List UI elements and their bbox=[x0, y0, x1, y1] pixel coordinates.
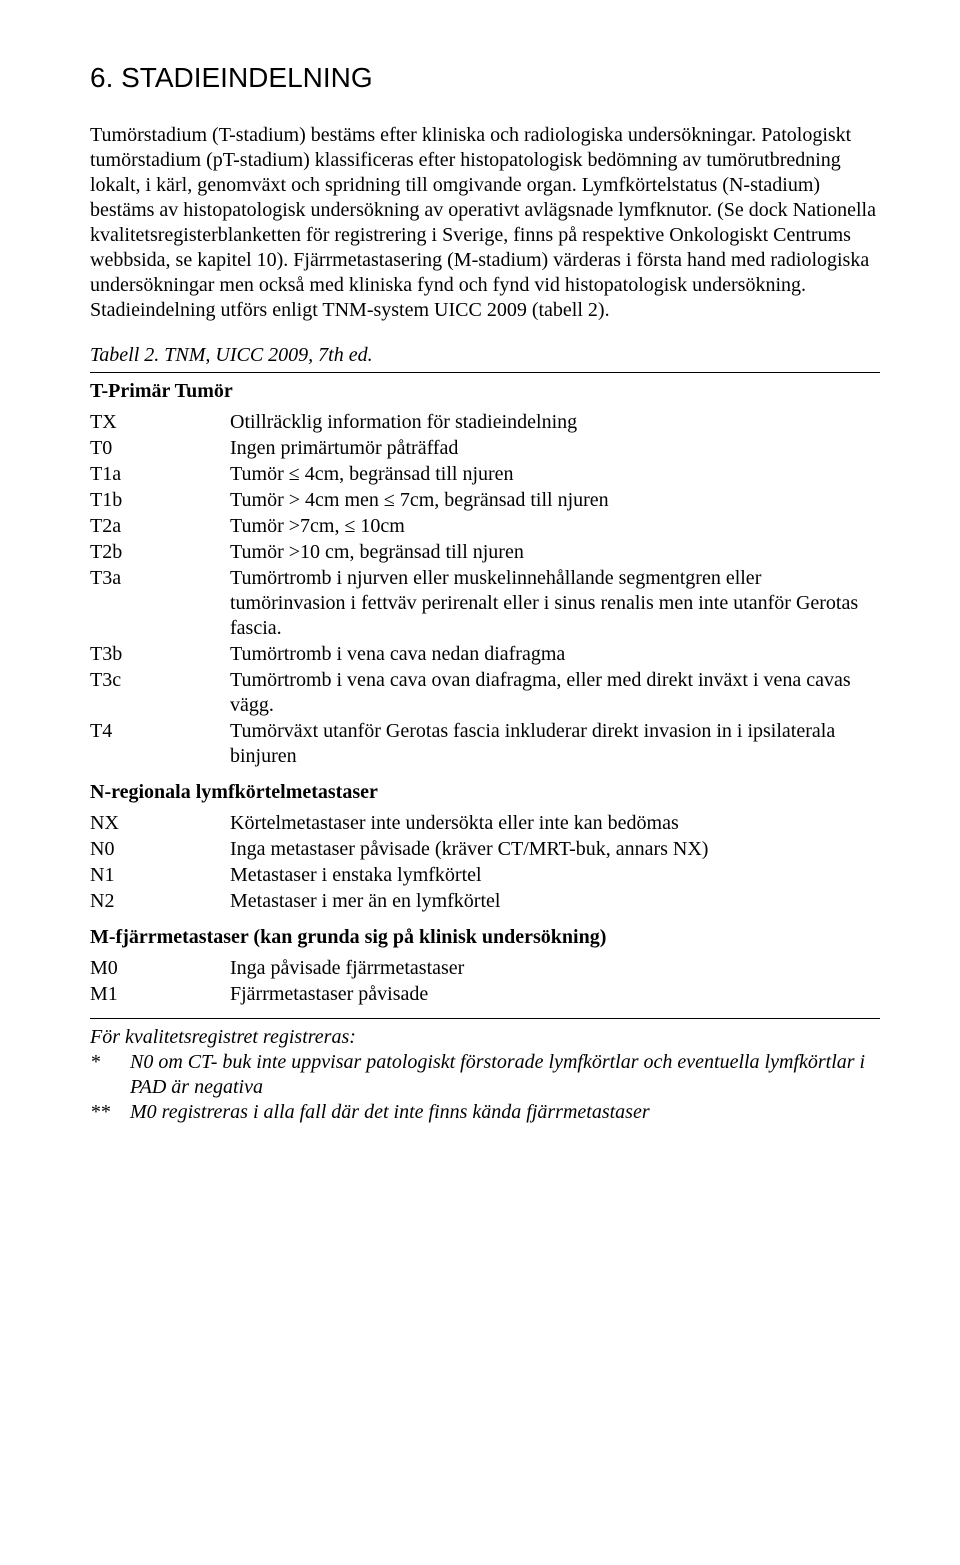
body-paragraph: Tumörstadium (T-stadium) bestäms efter k… bbox=[90, 123, 880, 323]
definition-desc: Tumör > 4cm men ≤ 7cm, begränsad till nj… bbox=[230, 488, 880, 514]
definition-desc: Ingen primärtumör påträffad bbox=[230, 436, 880, 462]
definition-desc: Metastaser i mer än en lymfkörtel bbox=[230, 889, 880, 915]
definition-code: T2a bbox=[90, 514, 230, 540]
definition-code: N0 bbox=[90, 837, 230, 863]
definition-code: T4 bbox=[90, 719, 230, 770]
definition-row: T0Ingen primärtumör påträffad bbox=[90, 436, 880, 462]
footnote-symbol: * bbox=[90, 1050, 130, 1100]
definition-desc: Tumörtromb i njurven eller muskelinnehål… bbox=[230, 566, 880, 642]
definition-row: T2aTumör >7cm, ≤ 10cm bbox=[90, 514, 880, 540]
page-heading: 6. STADIEINDELNING bbox=[90, 60, 880, 95]
definition-row: T1aTumör ≤ 4cm, begränsad till njuren bbox=[90, 462, 880, 488]
definition-desc: Otillräcklig information för stadieindel… bbox=[230, 410, 880, 436]
definition-code: NX bbox=[90, 811, 230, 837]
definition-code: T3c bbox=[90, 668, 230, 719]
definition-desc: Tumör >7cm, ≤ 10cm bbox=[230, 514, 880, 540]
definition-code: N2 bbox=[90, 889, 230, 915]
definition-desc: Tumörtromb i vena cava ovan diafragma, e… bbox=[230, 668, 880, 719]
definition-desc: Fjärrmetastaser påvisade bbox=[230, 982, 880, 1008]
definition-row: N0Inga metastaser påvisade (kräver CT/MR… bbox=[90, 837, 880, 863]
definition-row: T4Tumörväxt utanför Gerotas fascia inklu… bbox=[90, 719, 880, 770]
n-definitions-table: NXKörtelmetastaser inte undersökta eller… bbox=[90, 811, 880, 915]
rule-bottom bbox=[90, 1018, 880, 1019]
rule-top bbox=[90, 372, 880, 373]
definition-desc: Inga metastaser påvisade (kräver CT/MRT-… bbox=[230, 837, 880, 863]
definition-row: T3bTumörtromb i vena cava nedan diafragm… bbox=[90, 642, 880, 668]
definition-desc: Tumör ≤ 4cm, begränsad till njuren bbox=[230, 462, 880, 488]
table-caption: Tabell 2. TNM, UICC 2009, 7th ed. bbox=[90, 343, 880, 368]
definition-desc: Tumör >10 cm, begränsad till njuren bbox=[230, 540, 880, 566]
definition-desc: Metastaser i enstaka lymfkörtel bbox=[230, 863, 880, 889]
footnote-block: För kvalitetsregistret registreras: *N0 … bbox=[90, 1025, 880, 1125]
definition-row: T1bTumör > 4cm men ≤ 7cm, begränsad till… bbox=[90, 488, 880, 514]
definition-code: TX bbox=[90, 410, 230, 436]
definition-row: N1Metastaser i enstaka lymfkörtel bbox=[90, 863, 880, 889]
definition-row: N2Metastaser i mer än en lymfkörtel bbox=[90, 889, 880, 915]
definition-row: T2bTumör >10 cm, begränsad till njuren bbox=[90, 540, 880, 566]
definition-code: T1a bbox=[90, 462, 230, 488]
definition-code: N1 bbox=[90, 863, 230, 889]
definition-code: M1 bbox=[90, 982, 230, 1008]
m-section-title: M-fjärrmetastaser (kan grunda sig på kli… bbox=[90, 925, 880, 950]
definition-desc: Inga påvisade fjärrmetastaser bbox=[230, 956, 880, 982]
footnote-line: *N0 om CT- buk inte uppvisar patologiskt… bbox=[90, 1050, 880, 1100]
definition-desc: Tumörväxt utanför Gerotas fascia inklude… bbox=[230, 719, 880, 770]
n-section-title: N-regionala lymfkörtelmetastaser bbox=[90, 780, 880, 805]
footnote-text: M0 registreras i alla fall där det inte … bbox=[130, 1100, 880, 1125]
footnote-symbol: ** bbox=[90, 1100, 130, 1125]
t-definitions-table: TXOtillräcklig information för stadieind… bbox=[90, 410, 880, 770]
definition-code: T1b bbox=[90, 488, 230, 514]
footnote-text: N0 om CT- buk inte uppvisar patologiskt … bbox=[130, 1050, 880, 1100]
t-section-title: T-Primär Tumör bbox=[90, 379, 880, 404]
footnote-line: **M0 registreras i alla fall där det int… bbox=[90, 1100, 880, 1125]
definition-row: T3aTumörtromb i njurven eller muskelinne… bbox=[90, 566, 880, 642]
definition-code: T2b bbox=[90, 540, 230, 566]
definition-row: M1Fjärrmetastaser påvisade bbox=[90, 982, 880, 1008]
definition-desc: Körtelmetastaser inte undersökta eller i… bbox=[230, 811, 880, 837]
definition-code: T3b bbox=[90, 642, 230, 668]
definition-row: NXKörtelmetastaser inte undersökta eller… bbox=[90, 811, 880, 837]
definition-row: T3cTumörtromb i vena cava ovan diafragma… bbox=[90, 668, 880, 719]
footnote-intro: För kvalitetsregistret registreras: bbox=[90, 1025, 880, 1050]
definition-code: T3a bbox=[90, 566, 230, 642]
definition-code: T0 bbox=[90, 436, 230, 462]
definition-row: M0Inga påvisade fjärrmetastaser bbox=[90, 956, 880, 982]
definition-row: TXOtillräcklig information för stadieind… bbox=[90, 410, 880, 436]
definition-code: M0 bbox=[90, 956, 230, 982]
definition-desc: Tumörtromb i vena cava nedan diafragma bbox=[230, 642, 880, 668]
m-definitions-table: M0Inga påvisade fjärrmetastaserM1Fjärrme… bbox=[90, 956, 880, 1008]
